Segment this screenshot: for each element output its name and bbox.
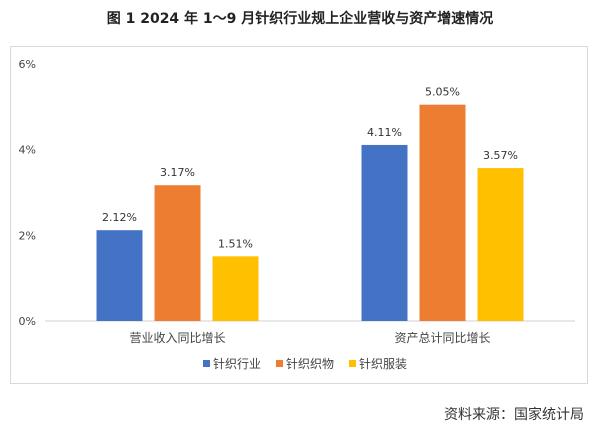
y-tick-label: 6%	[19, 58, 36, 71]
x-category-label: 资产总计同比增长	[394, 331, 490, 345]
source-note: 资料来源：国家统计局	[444, 407, 584, 423]
y-tick-label: 0%	[19, 315, 36, 328]
bar	[212, 256, 259, 321]
data-label: 4.11%	[367, 126, 402, 139]
data-label: 2.12%	[102, 211, 137, 224]
chart-frame	[10, 46, 588, 384]
legend-label: 针织服装	[359, 356, 407, 371]
y-tick-label: 4%	[19, 144, 36, 157]
legend-label: 针织织物	[286, 356, 334, 371]
legend-swatch	[349, 360, 356, 367]
legend-swatch	[203, 360, 210, 367]
bar	[419, 104, 466, 321]
chart-title: 图 1 2024 年 1～9 月针织行业规上企业营收与资产增速情况	[106, 11, 494, 27]
bar	[96, 230, 143, 321]
data-label: 3.17%	[160, 166, 195, 179]
bar	[361, 144, 408, 321]
x-category-label: 营业收入同比增长	[129, 331, 225, 345]
legend-swatch	[276, 360, 283, 367]
y-tick-label: 2%	[19, 229, 36, 242]
bar	[477, 168, 524, 321]
legend-label: 针织行业	[213, 356, 261, 371]
data-label: 1.51%	[218, 237, 253, 250]
bar	[154, 185, 201, 321]
data-label: 3.57%	[483, 149, 518, 162]
data-label: 5.05%	[425, 86, 460, 99]
